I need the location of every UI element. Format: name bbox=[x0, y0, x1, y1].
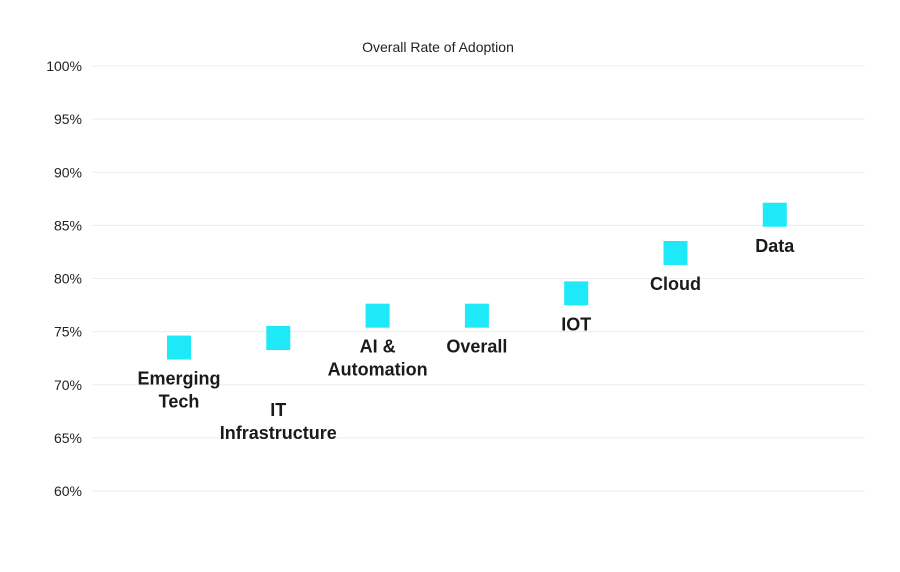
data-points bbox=[167, 202, 787, 360]
y-axis: 100% 95% 90% 85% 80% 75% 70% 65% 60% bbox=[46, 58, 82, 499]
data-point-label: Cloud bbox=[650, 274, 701, 294]
y-tick-label: 95% bbox=[54, 111, 82, 127]
y-tick-label: 65% bbox=[54, 430, 82, 446]
data-point-label: IOT bbox=[561, 314, 591, 334]
data-point-label: Data bbox=[755, 236, 795, 256]
data-point-marker bbox=[564, 281, 589, 306]
data-point-label: Emerging Tech bbox=[137, 369, 220, 412]
data-point-label: AI & Automation bbox=[328, 337, 428, 380]
y-tick-label: 90% bbox=[54, 164, 82, 180]
y-tick-label: 70% bbox=[54, 377, 82, 393]
data-point-label: Overall bbox=[446, 337, 507, 357]
y-tick-label: 75% bbox=[54, 324, 82, 340]
y-tick-label: 85% bbox=[54, 217, 82, 233]
data-point-marker bbox=[464, 303, 489, 328]
y-tick-label: 60% bbox=[54, 483, 82, 499]
data-point-marker bbox=[167, 335, 191, 360]
y-tick-label: 80% bbox=[54, 271, 82, 287]
chart-title: Overall Rate of Adoption bbox=[362, 39, 514, 55]
data-point-label: IT Infrastructure bbox=[220, 400, 337, 443]
y-tick-label: 100% bbox=[46, 58, 82, 74]
data-point-marker bbox=[365, 303, 390, 328]
point-labels: Emerging Tech IT Infrastructure AI & Automati… bbox=[137, 236, 795, 443]
data-point-marker bbox=[266, 326, 291, 350]
grid-layer bbox=[92, 65, 865, 492]
data-point-marker bbox=[762, 202, 787, 227]
data-point-marker bbox=[663, 241, 688, 265]
